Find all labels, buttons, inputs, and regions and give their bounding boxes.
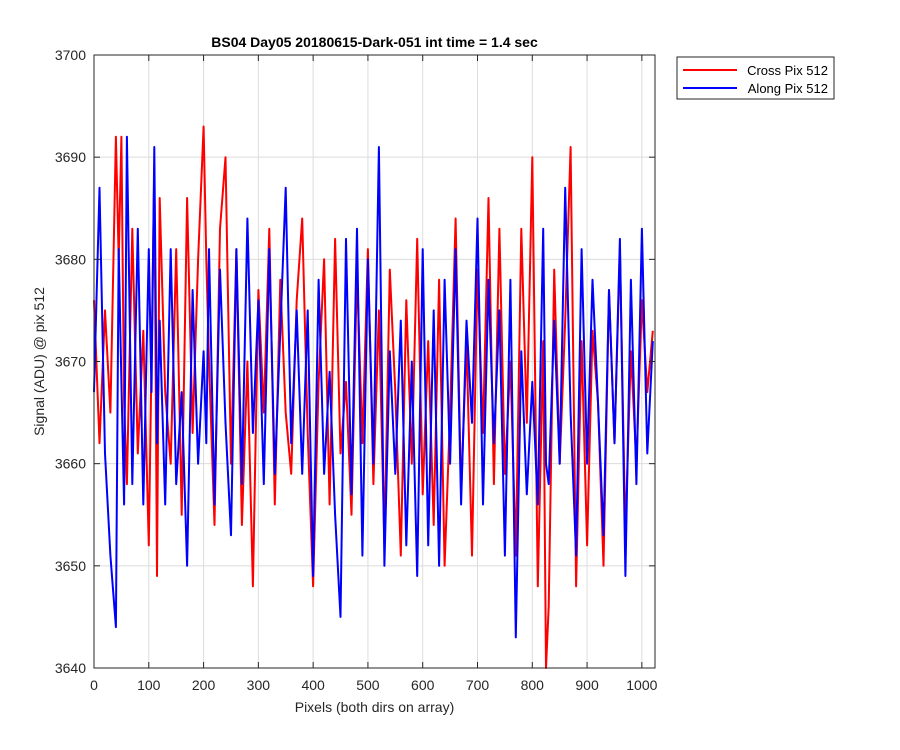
legend: Cross Pix 512 Along Pix 512 bbox=[676, 56, 835, 100]
y-tick-label: 3670 bbox=[55, 354, 86, 370]
x-tick-label: 900 bbox=[575, 677, 599, 693]
axis-ticks: 0 100 200 300 400 500 600 700 800 900 1000 3640 3650… bbox=[55, 47, 658, 693]
y-axis-label: Signal (ADU) @ pix 512 bbox=[31, 287, 47, 436]
y-tick-label: 3700 bbox=[55, 47, 86, 63]
x-tick-label: 400 bbox=[301, 677, 325, 693]
x-tick-label: 0 bbox=[90, 677, 98, 693]
y-tick-label: 3690 bbox=[55, 149, 86, 165]
series-line-cross-pix-512 bbox=[93, 125, 654, 669]
x-tick-label: 800 bbox=[521, 677, 545, 693]
y-tick-label: 3650 bbox=[55, 558, 86, 574]
series-line-along-pix-512 bbox=[93, 135, 654, 639]
x-tick-label: 300 bbox=[247, 677, 271, 693]
x-tick-label: 600 bbox=[411, 677, 435, 693]
plot-series bbox=[93, 125, 654, 669]
chart-title: BS04 Day05 20180615-Dark-051 int time = … bbox=[211, 34, 538, 50]
x-tick-label: 500 bbox=[356, 677, 380, 693]
y-tick-label: 3680 bbox=[55, 251, 86, 267]
x-tick-label: 100 bbox=[137, 677, 161, 693]
x-tick-label: 200 bbox=[192, 677, 216, 693]
x-tick-label: 700 bbox=[466, 677, 490, 693]
legend-label: Cross Pix 512 bbox=[747, 63, 828, 78]
legend-box bbox=[676, 56, 835, 100]
y-tick-label: 3660 bbox=[55, 456, 86, 472]
legend-label: Along Pix 512 bbox=[748, 81, 828, 96]
y-tick-label: 3640 bbox=[55, 660, 86, 676]
x-tick-label: 1000 bbox=[626, 677, 657, 693]
x-axis-label: Pixels (both dirs on array) bbox=[295, 699, 455, 715]
